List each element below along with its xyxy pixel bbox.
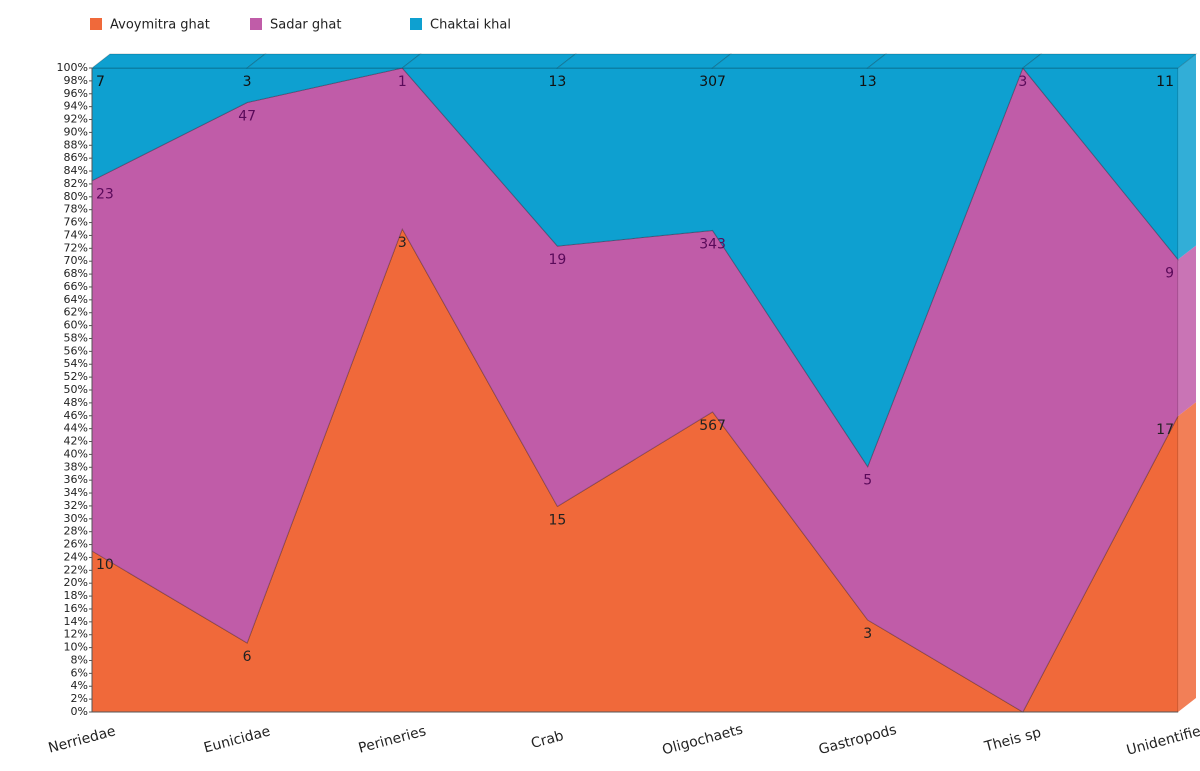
data-label: 343 xyxy=(699,236,726,252)
legend-swatch xyxy=(410,18,422,30)
y-tick-label: 4% xyxy=(71,679,88,692)
data-label: 47 xyxy=(238,109,256,125)
y-tick-label: 84% xyxy=(64,164,88,177)
data-label: 15 xyxy=(549,512,567,528)
y-tick-label: 10% xyxy=(64,641,88,654)
top-face xyxy=(555,53,733,69)
y-tick-label: 50% xyxy=(64,383,88,396)
top-face xyxy=(711,53,888,69)
data-label: 3 xyxy=(863,626,872,642)
y-tick-label: 92% xyxy=(64,113,88,126)
y-tick-label: 18% xyxy=(64,589,88,602)
y-tick-label: 100% xyxy=(57,61,88,74)
y-tick-label: 16% xyxy=(64,602,88,615)
data-label: 9 xyxy=(1165,265,1174,281)
x-tick-label: Nerriedae xyxy=(47,723,118,756)
y-tick-label: 20% xyxy=(64,576,88,589)
x-tick-label: Oligochaets xyxy=(661,722,745,759)
y-tick-label: 94% xyxy=(64,100,88,113)
side-face xyxy=(1178,245,1196,417)
x-tick-label: Gastropods xyxy=(817,722,898,758)
top-face xyxy=(90,53,267,69)
y-tick-label: 12% xyxy=(64,628,88,641)
y-tick-label: 66% xyxy=(64,280,88,293)
y-tick-label: 64% xyxy=(64,293,88,306)
y-tick-label: 0% xyxy=(71,705,88,718)
top-face xyxy=(1021,53,1198,69)
data-label: 3 xyxy=(1018,74,1027,90)
data-label: 10 xyxy=(96,557,114,573)
y-tick-label: 86% xyxy=(64,151,88,164)
y-tick-label: 46% xyxy=(64,409,88,422)
data-label: 13 xyxy=(549,74,567,90)
legend-swatch xyxy=(90,18,102,30)
y-tick-label: 38% xyxy=(64,460,88,473)
y-tick-label: 78% xyxy=(64,203,88,216)
x-tick-label: Unidentified xyxy=(1125,721,1200,758)
y-tick-label: 22% xyxy=(64,563,88,576)
legend-label: Avoymitra ghat xyxy=(110,18,210,33)
y-tick-label: 36% xyxy=(64,473,88,486)
data-label: 11 xyxy=(1156,74,1174,90)
side-face xyxy=(1178,54,1196,260)
y-tick-label: 96% xyxy=(64,87,88,100)
y-tick-label: 58% xyxy=(64,331,88,344)
y-tick-label: 28% xyxy=(64,525,88,538)
y-tick-label: 24% xyxy=(64,550,88,563)
y-tick-label: 72% xyxy=(64,241,88,254)
y-tick-label: 48% xyxy=(64,396,88,409)
y-tick-label: 98% xyxy=(64,74,88,87)
data-label: 307 xyxy=(699,74,726,90)
y-tick-label: 56% xyxy=(64,344,88,357)
top-face xyxy=(400,53,577,69)
y-tick-label: 6% xyxy=(71,666,88,679)
y-tick-label: 90% xyxy=(64,125,88,138)
data-label: 5 xyxy=(863,473,872,489)
x-tick-label: Crab xyxy=(529,728,565,752)
y-tick-label: 40% xyxy=(64,447,88,460)
data-label: 23 xyxy=(96,187,114,203)
legend-label: Sadar ghat xyxy=(270,18,341,33)
y-tick-label: 82% xyxy=(64,177,88,190)
y-tick-label: 70% xyxy=(64,254,88,267)
y-tick-label: 60% xyxy=(64,319,88,332)
y-tick-label: 54% xyxy=(64,357,88,370)
y-tick-label: 26% xyxy=(64,538,88,551)
data-label: 3 xyxy=(398,235,407,251)
data-label: 3 xyxy=(243,74,252,90)
y-tick-label: 32% xyxy=(64,499,88,512)
data-label: 19 xyxy=(549,252,567,268)
y-tick-label: 8% xyxy=(71,653,88,666)
top-face xyxy=(866,53,1043,69)
data-label: 1 xyxy=(398,74,407,90)
y-tick-label: 76% xyxy=(64,216,88,229)
y-tick-label: 74% xyxy=(64,228,88,241)
data-label: 13 xyxy=(859,74,877,90)
y-tick-label: 88% xyxy=(64,138,88,151)
legend-swatch xyxy=(250,18,262,30)
side-face xyxy=(1178,402,1196,712)
legend-label: Chaktai khal xyxy=(430,18,511,33)
y-tick-label: 14% xyxy=(64,615,88,628)
x-tick-label: Perineries xyxy=(357,723,428,756)
y-tick-label: 2% xyxy=(71,692,88,705)
y-tick-label: 30% xyxy=(64,512,88,525)
y-tick-label: 80% xyxy=(64,190,88,203)
top-face xyxy=(245,53,422,69)
y-tick-label: 68% xyxy=(64,267,88,280)
data-label: 567 xyxy=(699,418,726,434)
data-label: 6 xyxy=(243,649,252,665)
x-tick-label: Theis sp xyxy=(982,725,1043,756)
data-label: 17 xyxy=(1156,422,1174,438)
y-tick-label: 42% xyxy=(64,435,88,448)
y-tick-label: 34% xyxy=(64,486,88,499)
x-tick-label: Eunicidae xyxy=(202,723,272,756)
y-tick-label: 52% xyxy=(64,370,88,383)
data-label: 7 xyxy=(96,74,105,90)
y-tick-label: 62% xyxy=(64,306,88,319)
y-tick-label: 44% xyxy=(64,422,88,435)
